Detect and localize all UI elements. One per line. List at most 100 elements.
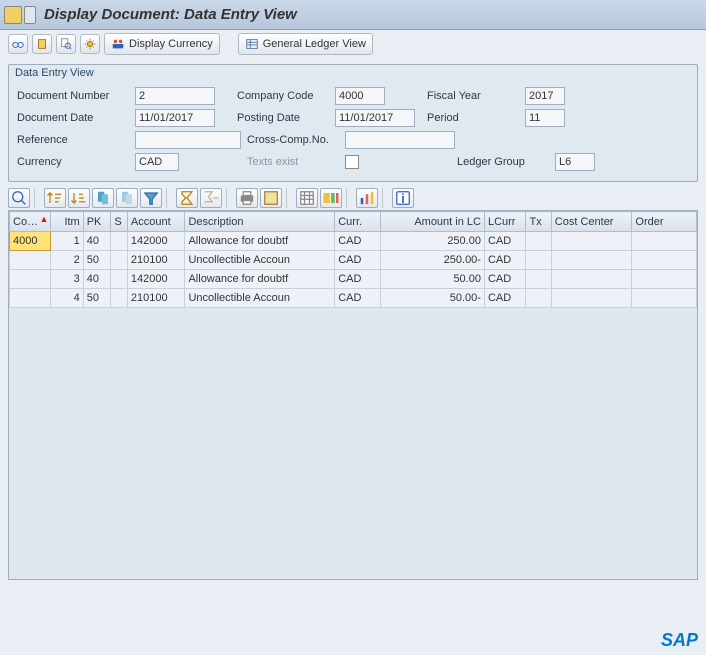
details-icon[interactable]: [8, 188, 30, 208]
window-icon[interactable]: [4, 6, 22, 24]
cell: 1: [51, 232, 83, 251]
ledger-group-field[interactable]: L6: [555, 153, 595, 171]
cell: CAD: [484, 232, 525, 251]
titlebar: Display Document: Data Entry View: [0, 0, 706, 30]
crosscomp-field[interactable]: [345, 131, 455, 149]
cell: [526, 232, 551, 251]
col-account[interactable]: Account: [127, 212, 185, 232]
cell: 210100: [127, 251, 185, 270]
fiscal-year-label: Fiscal Year: [425, 90, 525, 102]
cell: [632, 270, 697, 289]
period-field[interactable]: 11: [525, 109, 565, 127]
cell: [551, 270, 632, 289]
col-s[interactable]: S: [111, 212, 128, 232]
export-icon[interactable]: [296, 188, 318, 208]
cell: CAD: [335, 270, 381, 289]
cell: [10, 251, 51, 270]
find-next-icon[interactable]: [116, 188, 138, 208]
display-currency-button[interactable]: Display Currency: [104, 33, 220, 55]
sun-icon[interactable]: [80, 34, 100, 54]
ledger-group-label: Ledger Group: [455, 156, 555, 168]
sum-icon[interactable]: [176, 188, 198, 208]
cell: Allowance for doubtf: [185, 232, 335, 251]
table-row[interactable]: 4000140142000Allowance for doubtfCAD250.…: [10, 232, 697, 251]
clipboard-icon[interactable]: [32, 34, 52, 54]
doc-date-field[interactable]: 11/01/2017: [135, 109, 215, 127]
cell: 4000: [10, 232, 51, 251]
table-row[interactable]: 340142000Allowance for doubtfCAD50.00CAD: [10, 270, 697, 289]
cell: 142000: [127, 232, 185, 251]
crosscomp-label: Cross-Comp.No.: [245, 134, 345, 146]
col-tx[interactable]: Tx: [526, 212, 551, 232]
cell: 3: [51, 270, 83, 289]
cell: CAD: [335, 251, 381, 270]
cell: [551, 251, 632, 270]
cell: 50.00-: [381, 289, 485, 308]
glasses-icon[interactable]: [8, 34, 28, 54]
cell: [10, 289, 51, 308]
company-code-field[interactable]: 4000: [335, 87, 385, 105]
dropdown-icon[interactable]: [24, 6, 36, 24]
general-ledger-view-button[interactable]: General Ledger View: [238, 33, 373, 55]
col-order[interactable]: Order: [632, 212, 697, 232]
table-row[interactable]: 250210100Uncollectible AccounCAD250.00-C…: [10, 251, 697, 270]
cell: Uncollectible Accoun: [185, 251, 335, 270]
grid-header-row: Co…▲ItmPKSAccountDescriptionCurr.Amount …: [10, 212, 697, 232]
cell: 50: [83, 289, 111, 308]
ledger-icon: [245, 37, 259, 51]
page-title: Display Document: Data Entry View: [44, 6, 297, 23]
cell: 250.00-: [381, 251, 485, 270]
col-amount-in-lc[interactable]: Amount in LC: [381, 212, 485, 232]
view-icon[interactable]: [260, 188, 282, 208]
fiscal-year-field[interactable]: 2017: [525, 87, 565, 105]
sort-desc-icon[interactable]: [68, 188, 90, 208]
cell: 142000: [127, 270, 185, 289]
cell: CAD: [484, 289, 525, 308]
col-co-[interactable]: Co…▲: [10, 212, 51, 232]
cell: 210100: [127, 289, 185, 308]
sort-asc-icon[interactable]: [44, 188, 66, 208]
doc-number-field[interactable]: 2: [135, 87, 215, 105]
col-curr-[interactable]: Curr.: [335, 212, 381, 232]
data-entry-panel: Data Entry View Document Number 2 Compan…: [8, 64, 698, 182]
window-icons: [4, 6, 36, 24]
find-icon[interactable]: [92, 188, 114, 208]
cell: Uncollectible Accoun: [185, 289, 335, 308]
table-row[interactable]: 450210100Uncollectible AccounCAD50.00-CA…: [10, 289, 697, 308]
search-doc-icon[interactable]: [56, 34, 76, 54]
filter-icon[interactable]: [140, 188, 162, 208]
doc-date-label: Document Date: [15, 112, 135, 124]
posting-date-label: Posting Date: [235, 112, 335, 124]
cell: CAD: [484, 270, 525, 289]
cell: [526, 251, 551, 270]
print-icon[interactable]: [236, 188, 258, 208]
col-description[interactable]: Description: [185, 212, 335, 232]
reference-field[interactable]: [135, 131, 241, 149]
cell: CAD: [335, 232, 381, 251]
cell: [526, 270, 551, 289]
cell: CAD: [484, 251, 525, 270]
cell: [10, 270, 51, 289]
chart-icon[interactable]: [356, 188, 378, 208]
cell: [111, 270, 128, 289]
currency-field[interactable]: CAD: [135, 153, 179, 171]
cell: 50: [83, 251, 111, 270]
col-pk[interactable]: PK: [83, 212, 111, 232]
cell: [551, 232, 632, 251]
subtotal-icon[interactable]: [200, 188, 222, 208]
cell: Allowance for doubtf: [185, 270, 335, 289]
col-lcurr[interactable]: LCurr: [484, 212, 525, 232]
panel-body: Document Number 2 Company Code 4000 Fisc…: [9, 81, 697, 181]
cell: [551, 289, 632, 308]
cell: [632, 289, 697, 308]
cell: [111, 251, 128, 270]
grid-toolbar: i: [8, 188, 698, 208]
layout-icon[interactable]: [320, 188, 342, 208]
doc-number-label: Document Number: [15, 90, 135, 102]
info-icon[interactable]: i: [392, 188, 414, 208]
col-cost-center[interactable]: Cost Center: [551, 212, 632, 232]
col-itm[interactable]: Itm: [51, 212, 83, 232]
posting-date-field[interactable]: 11/01/2017: [335, 109, 415, 127]
reference-label: Reference: [15, 134, 135, 146]
line-items-grid: Co…▲ItmPKSAccountDescriptionCurr.Amount …: [8, 210, 698, 580]
